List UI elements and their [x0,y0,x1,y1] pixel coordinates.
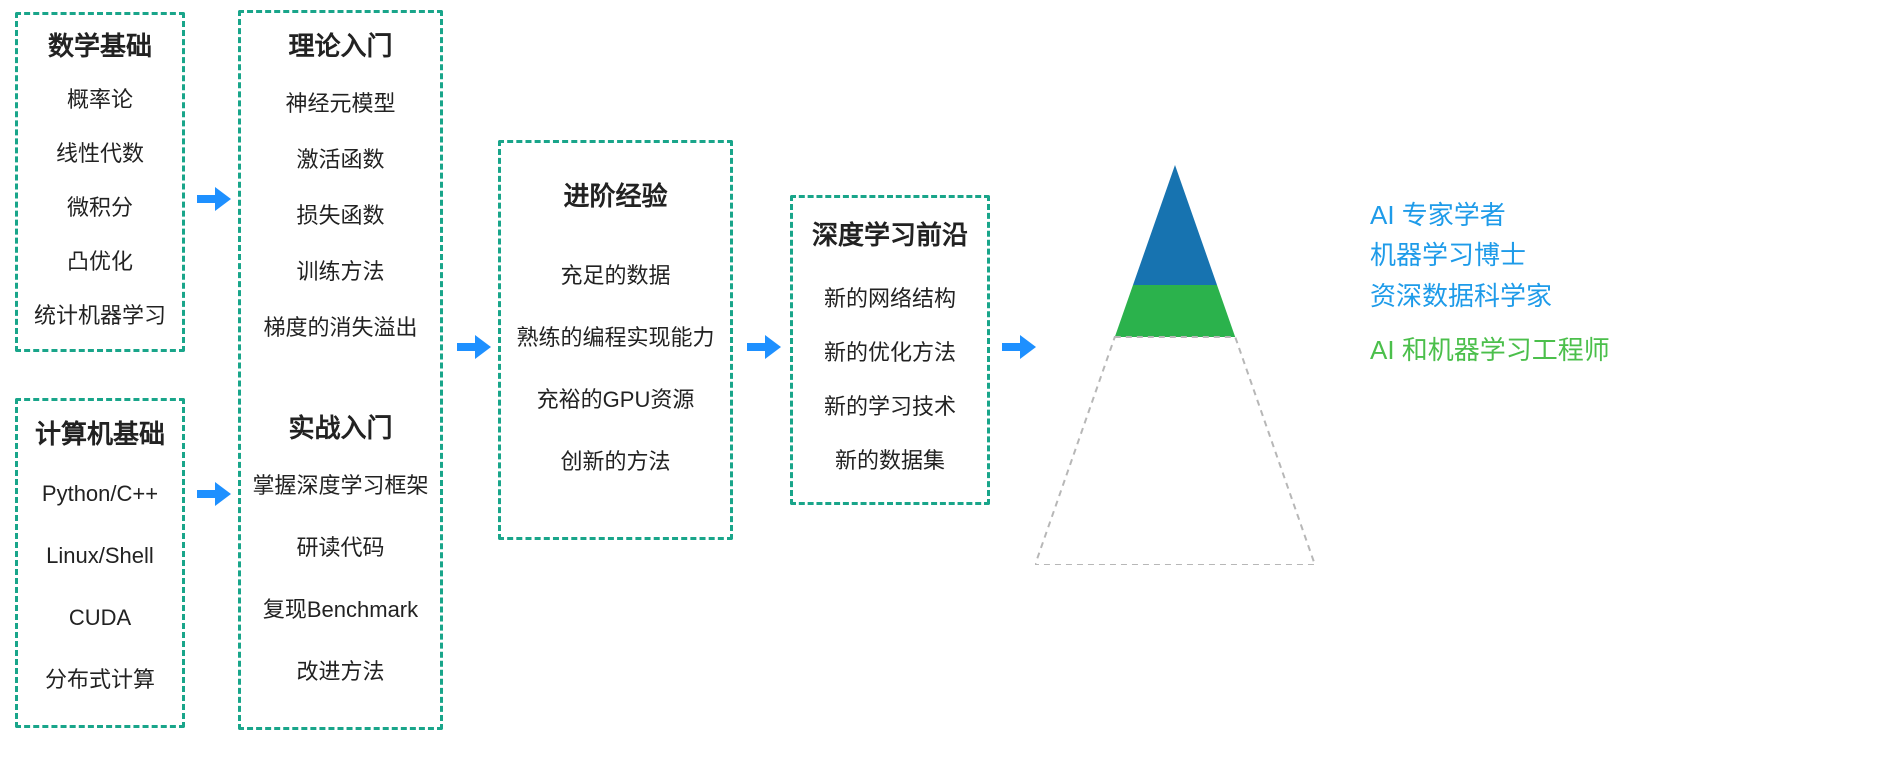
box-item: 掌握深度学习框架 [241,473,440,499]
box-item: 研读代码 [241,535,440,561]
box-item: 新的学习技术 [793,394,987,420]
arrow-icon [195,475,233,517]
box-item: 充足的数据 [501,263,730,289]
box-title-advance: 进阶经验 [501,181,730,212]
box-item: 神经元模型 [241,91,440,117]
pyramid-tier-1 [1115,285,1235,337]
legend-line: 机器学习博士 [1370,235,1610,275]
box-title-cs: 计算机基础 [18,419,182,450]
box-item: 新的优化方法 [793,340,987,366]
box-item: 统计机器学习 [18,303,182,329]
box-item: 梯度的消失溢出 [241,315,440,341]
arrow-icon [1000,328,1038,370]
box-item: 损失函数 [241,203,440,229]
box-frontier: 深度学习前沿新的网络结构新的优化方法新的学习技术新的数据集 [790,195,990,505]
box-item: Python/C++ [18,481,182,507]
legend-line: AI 和机器学习工程师 [1370,330,1610,370]
pyramid-tier-0 [1133,165,1217,285]
box-item: 创新的方法 [501,449,730,475]
legend-line: AI 专家学者 [1370,195,1610,235]
box-title-math: 数学基础 [18,31,182,62]
box-item: 复现Benchmark [241,597,440,623]
box-title-theory: 理论入门 [241,31,440,62]
box-item: 线性代数 [18,141,182,167]
box-title-practice: 实战入门 [241,413,440,444]
box-item: 概率论 [18,87,182,113]
box-item: 新的数据集 [793,448,987,474]
pyramid-tier-2 [1035,337,1315,565]
box-advance: 进阶经验充足的数据熟练的编程实现能力充裕的GPU资源创新的方法 [498,140,733,540]
pyramid [1035,165,1315,565]
box-title-frontier: 深度学习前沿 [793,220,987,251]
legend-line: 资深数据科学家 [1370,276,1610,316]
arrow-icon [195,180,233,222]
arrow-icon [455,328,493,370]
box-theory-practice: 理论入门神经元模型激活函数损失函数训练方法梯度的消失溢出实战入门掌握深度学习框架… [238,10,443,730]
box-item: 微积分 [18,195,182,221]
box-item: 充裕的GPU资源 [501,387,730,413]
legend: AI 专家学者机器学习博士资深数据科学家 AI 和机器学习工程师 [1370,195,1610,370]
box-math: 数学基础概率论线性代数微积分凸优化统计机器学习 [15,12,185,352]
box-item: 新的网络结构 [793,286,987,312]
box-item: CUDA [18,605,182,631]
box-item: 激活函数 [241,147,440,173]
box-item: 熟练的编程实现能力 [501,325,730,351]
box-item: 凸优化 [18,249,182,275]
legend-line [1370,316,1610,330]
box-cs: 计算机基础 Python/C++ Linux/Shell CUDA 分布式计算 [15,398,185,728]
box-item: 训练方法 [241,259,440,285]
box-item: 分布式计算 [18,667,182,693]
box-item: 改进方法 [241,659,440,685]
arrow-icon [745,328,783,370]
box-item: Linux/Shell [18,543,182,569]
